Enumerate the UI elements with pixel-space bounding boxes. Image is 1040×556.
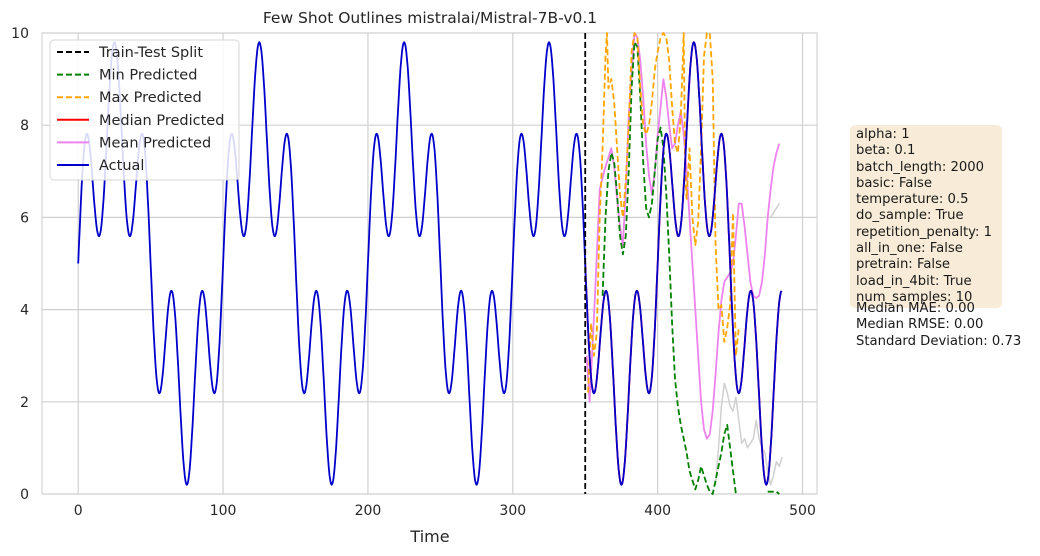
x-tick-label: 400 — [644, 503, 671, 519]
x-tick-label: 200 — [355, 503, 382, 519]
legend: Train-Test Split Min Predicted Max Predict… — [49, 39, 240, 181]
x-tick-label: 500 — [789, 503, 816, 519]
legend-box — [49, 39, 240, 181]
series-line-actual — [77, 41, 783, 486]
parameters-box — [850, 125, 1002, 308]
x-tick-label: 300 — [499, 503, 526, 519]
y-axis-ticks: 0 2 4 6 8 10 — [11, 26, 29, 503]
y-tick-label: 6 — [20, 210, 29, 226]
y-tick-label: 0 — [20, 487, 29, 503]
sample-trace — [714, 382, 783, 486]
legend-label: Mean Predicted — [99, 135, 211, 151]
y-tick-label: 10 — [11, 26, 29, 42]
x-tick-label: 0 — [74, 503, 83, 519]
metrics-text: Median MAE: 0.00 Median RMSE: 0.00 Stand… — [856, 301, 1022, 349]
y-tick-label: 8 — [20, 118, 29, 134]
x-tick-label: 100 — [210, 503, 237, 519]
y-tick-label: 4 — [20, 303, 29, 319]
legend-label: Actual — [99, 158, 144, 174]
sample-trace — [769, 203, 780, 218]
series-line-max-predicted — [587, 32, 740, 393]
legend-label: Min Predicted — [99, 68, 197, 84]
parameters-text: alpha: 1 beta: 0.1 batch_length: 2000 ba… — [856, 127, 993, 305]
x-axis-label: Time — [409, 527, 449, 546]
legend-label: Train-Test Split — [98, 45, 203, 61]
y-tick-label: 2 — [20, 395, 29, 411]
series-line-min-predicted — [767, 490, 780, 495]
legend-label: Max Predicted — [99, 90, 202, 106]
legend-label: Median Predicted — [99, 113, 224, 129]
x-axis-ticks: 0 100 200 300 400 500 — [74, 503, 816, 519]
chart-title: Few Shot Outlines mistralai/Mistral-7B-v… — [263, 9, 597, 27]
series-layer — [77, 32, 783, 495]
